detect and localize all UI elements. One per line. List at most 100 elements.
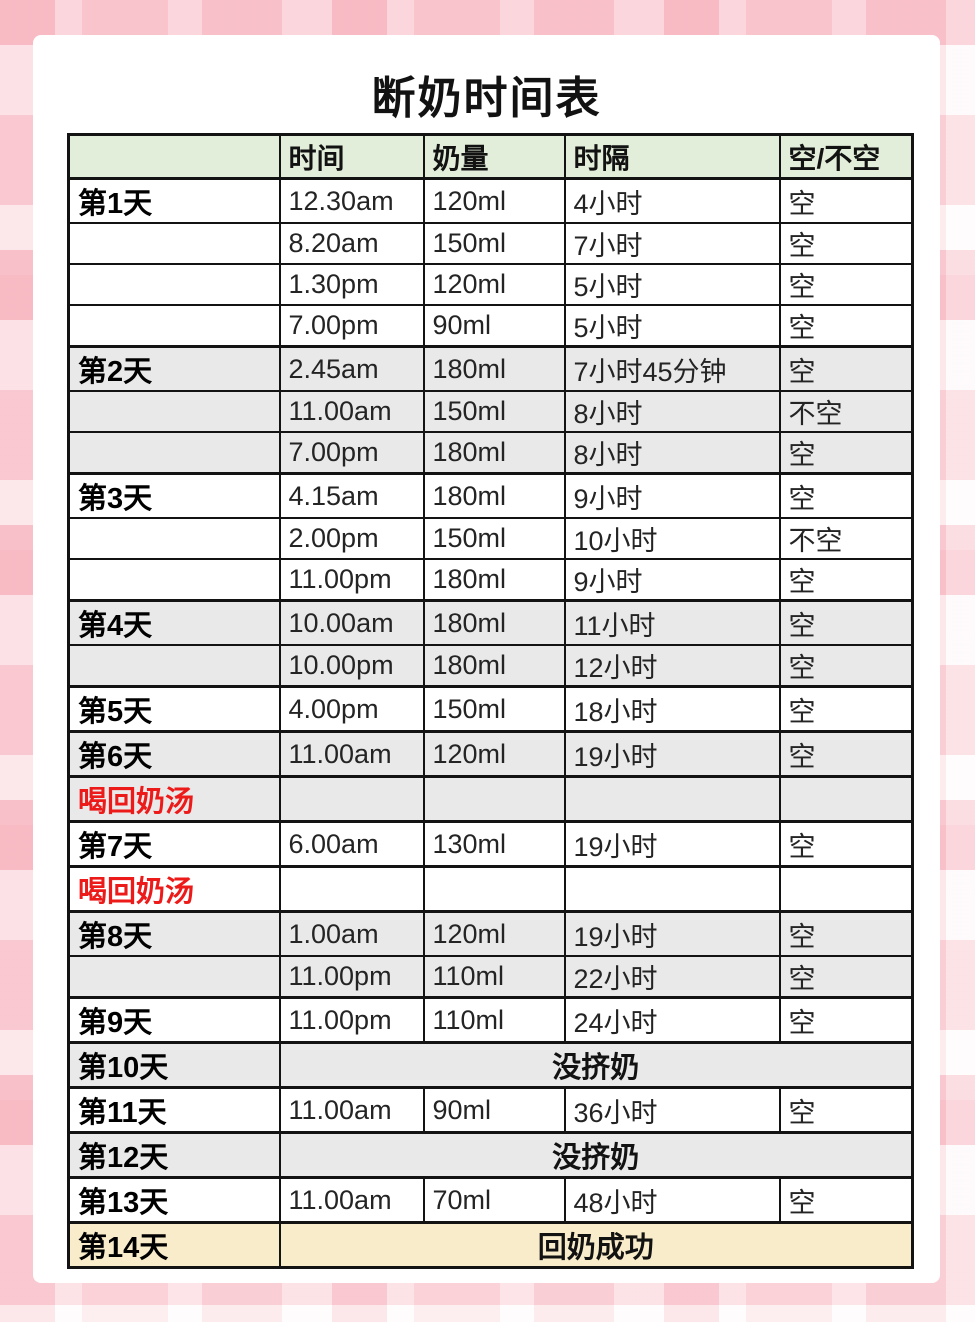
time-cell: 7.00pm [278, 431, 425, 475]
day-cell: 第12天 [67, 1131, 281, 1179]
table-row: 第8天 1.00am 120ml 19小时空 [67, 910, 914, 958]
time-cell [278, 775, 425, 823]
table-row: 第12天 没挤奶 [67, 1131, 914, 1179]
interval-cell: 22小时 [563, 955, 781, 999]
day-cell: 第6天 [67, 730, 281, 778]
empty-status-cell: 空 [778, 685, 914, 733]
amount-cell: 70ml [422, 1176, 566, 1224]
amount-cell: 180ml [422, 558, 566, 602]
table-row: 第13天 11.00am 70ml 48小时空 [67, 1176, 914, 1224]
time-cell [278, 865, 425, 913]
time-cell: 10.00am [278, 599, 425, 647]
weaning-schedule-table: 时间 奶量 时隔 空/不空 第1天 12.30am 120ml 4小时空 8.20am 150m… [67, 133, 914, 1270]
table-row: 第5天 4.00pm 150ml 18小时空 [67, 685, 914, 733]
amount-cell [422, 775, 566, 823]
amount-cell: 110ml [422, 996, 566, 1044]
table-row: 11.00pm 180ml 9小时空 [67, 558, 914, 602]
interval-cell: 19小时 [563, 820, 781, 868]
amount-cell [422, 865, 566, 913]
table-row: 7.00pm 90ml 5小时空 [67, 304, 914, 348]
empty-status-cell: 空 [778, 177, 914, 225]
empty-status-cell: 空 [778, 222, 914, 266]
day-cell [67, 304, 281, 348]
table-row: 第9天 11.00pm 110ml 24小时空 [67, 996, 914, 1044]
amount-cell: 130ml [422, 820, 566, 868]
amount-cell: 180ml [422, 599, 566, 647]
amount-cell: 180ml [422, 472, 566, 520]
table-row: 7.00pm 180ml 8小时空 [67, 431, 914, 475]
time-cell: 6.00am [278, 820, 425, 868]
time-cell: 11.00am [278, 1086, 425, 1134]
header-cell-day [67, 133, 281, 181]
amount-cell: 90ml [422, 304, 566, 348]
amount-cell: 180ml [422, 644, 566, 688]
time-cell: 7.00pm [278, 304, 425, 348]
table-row: 喝回奶汤 [67, 865, 914, 913]
interval-cell [563, 775, 781, 823]
day-cell [67, 644, 281, 688]
table-row: 第6天 11.00am 120ml 19小时空 [67, 730, 914, 778]
time-cell: 8.20am [278, 222, 425, 266]
day-cell: 第13天 [67, 1176, 281, 1224]
amount-cell: 180ml [422, 431, 566, 475]
empty-status-cell: 不空 [778, 517, 914, 561]
day-cell: 第5天 [67, 685, 281, 733]
time-cell: 11.00pm [278, 558, 425, 602]
empty-status-cell: 空 [778, 955, 914, 999]
amount-cell: 150ml [422, 685, 566, 733]
time-cell: 1.00am [278, 910, 425, 958]
day-cell: 第8天 [67, 910, 281, 958]
interval-cell: 48小时 [563, 1176, 781, 1224]
interval-cell: 8小时 [563, 431, 781, 475]
time-cell: 10.00pm [278, 644, 425, 688]
empty-status-cell [778, 865, 914, 913]
day-cell [67, 431, 281, 475]
day-cell [67, 222, 281, 266]
table-row: 第11天 11.00am 90ml 36小时空 [67, 1086, 914, 1134]
interval-cell: 5小时 [563, 304, 781, 348]
time-cell: 4.00pm [278, 685, 425, 733]
interval-cell: 10小时 [563, 517, 781, 561]
day-cell: 第3天 [67, 472, 281, 520]
amount-cell: 120ml [422, 263, 566, 307]
interval-cell: 19小时 [563, 730, 781, 778]
interval-cell: 9小时 [563, 558, 781, 602]
time-cell: 11.00am [278, 390, 425, 434]
empty-status-cell: 空 [778, 1176, 914, 1224]
interval-cell: 19小时 [563, 910, 781, 958]
day-cell [67, 517, 281, 561]
amount-cell: 120ml [422, 177, 566, 225]
header-cell-time: 时间 [278, 133, 425, 181]
time-cell: 2.00pm [278, 517, 425, 561]
day-cell: 第4天 [67, 599, 281, 647]
empty-status-cell: 空 [778, 644, 914, 688]
time-cell: 12.30am [278, 177, 425, 225]
table-row: 第7天 6.00am 130ml 19小时空 [67, 820, 914, 868]
time-cell: 11.00pm [278, 996, 425, 1044]
day-cell: 第1天 [67, 177, 281, 225]
table-row: 10.00pm 180ml 12小时空 [67, 644, 914, 688]
day-cell [67, 955, 281, 999]
header-cell-amount: 奶量 [422, 133, 566, 181]
table-row: 第4天 10.00am 180ml 11小时空 [67, 599, 914, 647]
empty-status-cell: 不空 [778, 390, 914, 434]
empty-status-cell: 空 [778, 558, 914, 602]
interval-cell: 9小时 [563, 472, 781, 520]
content-card: 断奶时间表 时间 奶量 时隔 空/不空 第1天 12.30am 120ml 4小时空 8.20… [33, 35, 940, 1283]
amount-cell: 180ml [422, 345, 566, 393]
empty-status-cell: 空 [778, 304, 914, 348]
page-title: 断奶时间表 [371, 74, 602, 123]
interval-cell: 7小时45分钟 [563, 345, 781, 393]
table-row: 第2天 2.45am 180ml 7小时45分钟空 [67, 345, 914, 393]
table-row: 2.00pm 150ml 10小时 不空 [67, 517, 914, 561]
interval-cell: 8小时 [563, 390, 781, 434]
soup-note-cell: 喝回奶汤 [67, 865, 281, 913]
schedule-table-body: 第1天 12.30am 120ml 4小时空 8.20am 150ml 7小时空 1.30pm… [67, 177, 914, 1269]
table-header: 时间 奶量 时隔 空/不空 [67, 133, 914, 181]
table-row: 喝回奶汤 [67, 775, 914, 823]
amount-cell: 120ml [422, 910, 566, 958]
empty-status-cell: 空 [778, 472, 914, 520]
amount-cell: 150ml [422, 517, 566, 561]
interval-cell [563, 865, 781, 913]
